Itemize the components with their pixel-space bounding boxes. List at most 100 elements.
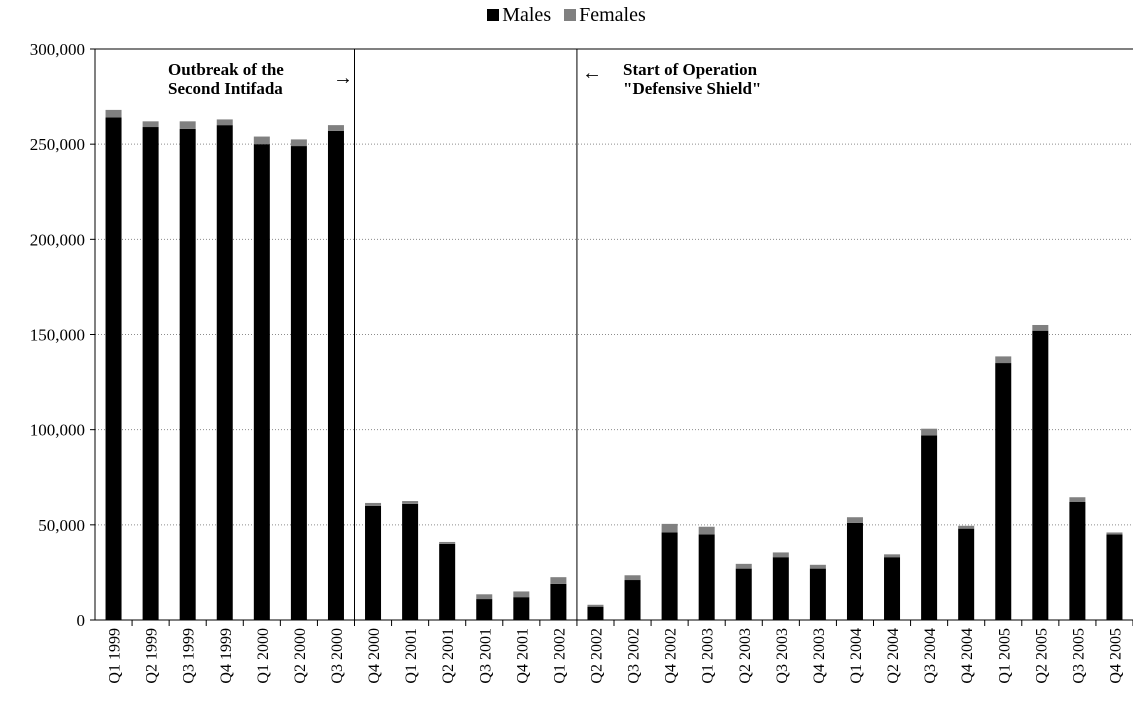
x-tick-label: Q4 2003 bbox=[811, 628, 828, 684]
bar-males bbox=[327, 130, 344, 621]
legend-item-males: Males bbox=[487, 4, 551, 27]
x-tick-label: Q1 2004 bbox=[848, 628, 865, 684]
y-tick-label: 150,000 bbox=[30, 326, 85, 345]
arrow-left-icon: ← bbox=[582, 62, 602, 84]
bar-males bbox=[698, 534, 715, 620]
y-tick-label: 0 bbox=[77, 611, 86, 630]
y-tick-label: 250,000 bbox=[30, 135, 85, 154]
arrow-right-icon: → bbox=[333, 67, 353, 89]
bar-females bbox=[513, 591, 530, 598]
bar-females bbox=[921, 428, 938, 436]
bar-females bbox=[772, 552, 789, 558]
annotation-defensive-shield: Start of Operation "Defensive Shield" bbox=[623, 60, 761, 98]
bar-females bbox=[846, 517, 863, 523]
bar-females bbox=[216, 119, 233, 126]
x-tick-label: Q4 2001 bbox=[514, 628, 531, 684]
bar-males bbox=[884, 557, 901, 620]
x-tick-label: Q2 2005 bbox=[1033, 628, 1050, 684]
bar-males bbox=[772, 557, 789, 620]
bar-males bbox=[809, 568, 826, 620]
annotation-defensive-shield-text: Start of Operation "Defensive Shield" bbox=[623, 60, 762, 98]
x-tick-label: Q1 2001 bbox=[403, 628, 420, 684]
x-tick-label: Q3 2004 bbox=[922, 628, 939, 684]
x-tick-label: Q1 2003 bbox=[700, 628, 717, 684]
x-tick-label: Q2 2002 bbox=[588, 628, 605, 684]
x-tick-label: Q3 2005 bbox=[1070, 628, 1087, 684]
legend: Males Females bbox=[0, 4, 1133, 27]
legend-item-females: Females bbox=[564, 4, 646, 27]
bar-males bbox=[365, 505, 382, 620]
bar-males bbox=[1032, 330, 1049, 620]
x-tick-label: Q1 2000 bbox=[255, 628, 272, 684]
annotation-intifada: Outbreak of the Second Intifada bbox=[168, 60, 284, 98]
bar-males bbox=[476, 599, 493, 620]
annotation-defensive-shield-arrow: ← bbox=[582, 62, 602, 84]
bar-females bbox=[253, 136, 270, 145]
x-tick-label: Q2 2000 bbox=[292, 628, 309, 684]
x-tick-label: Q2 2001 bbox=[440, 628, 457, 684]
bar-males bbox=[1106, 534, 1123, 620]
x-tick-label: Q3 1999 bbox=[181, 628, 198, 684]
bar-males bbox=[439, 543, 456, 620]
y-tick-label: 200,000 bbox=[30, 230, 85, 249]
y-tick-label: 100,000 bbox=[30, 421, 85, 440]
bar-males bbox=[253, 144, 270, 620]
bar-males bbox=[921, 435, 938, 620]
bar-males bbox=[513, 597, 530, 620]
bar-females bbox=[587, 604, 604, 607]
x-tick-label: Q1 1999 bbox=[107, 628, 124, 684]
x-tick-label: Q4 2005 bbox=[1107, 628, 1124, 684]
bar-females bbox=[105, 109, 122, 118]
bar-females bbox=[476, 594, 493, 600]
bar-males bbox=[1069, 501, 1086, 620]
bar-females bbox=[439, 541, 456, 544]
bar-females bbox=[402, 501, 419, 504]
legend-label-males: Males bbox=[502, 4, 552, 26]
x-tick-label: Q3 2001 bbox=[477, 628, 494, 684]
bar-females bbox=[1106, 532, 1123, 535]
bar-males bbox=[587, 606, 604, 620]
bar-males bbox=[402, 503, 419, 620]
bar-males bbox=[735, 568, 752, 620]
bar-females bbox=[809, 564, 826, 569]
bar-males bbox=[105, 117, 122, 621]
bar-males bbox=[995, 363, 1012, 620]
bar-females bbox=[327, 125, 344, 131]
bar-females bbox=[1069, 497, 1086, 502]
legend-label-females: Females bbox=[579, 4, 646, 26]
annotation-intifada-text: Outbreak of the Second Intifada bbox=[168, 60, 284, 98]
x-tick-label: Q1 2002 bbox=[551, 628, 568, 684]
x-tick-label: Q1 2005 bbox=[996, 628, 1013, 684]
bar-males bbox=[179, 128, 196, 620]
annotation-intifada-arrow: → bbox=[333, 67, 353, 89]
bar-females bbox=[290, 139, 307, 147]
x-tick-label: Q4 1999 bbox=[218, 628, 235, 684]
bar-females bbox=[179, 121, 196, 129]
bar-males bbox=[661, 532, 678, 620]
bar-females bbox=[142, 121, 159, 128]
bar-males bbox=[290, 146, 307, 620]
bar-males bbox=[624, 580, 641, 620]
bar-males bbox=[142, 127, 159, 620]
y-tick-label: 300,000 bbox=[30, 40, 85, 59]
bar-males bbox=[216, 125, 233, 620]
bar-males bbox=[846, 522, 863, 620]
bar-males bbox=[550, 583, 567, 620]
x-tick-label: Q3 2003 bbox=[774, 628, 791, 684]
bar-females bbox=[884, 554, 901, 558]
bar-females bbox=[698, 526, 715, 535]
x-tick-label: Q2 1999 bbox=[144, 628, 161, 684]
bar-males bbox=[958, 528, 975, 620]
bar-females bbox=[735, 563, 752, 569]
x-tick-label: Q4 2004 bbox=[959, 628, 976, 684]
x-tick-label: Q4 2000 bbox=[366, 628, 383, 684]
legend-swatch-females bbox=[564, 9, 577, 21]
bar-females bbox=[365, 502, 382, 506]
bar-females bbox=[550, 577, 567, 584]
x-tick-label: Q2 2004 bbox=[885, 628, 902, 684]
bar-females bbox=[661, 523, 678, 533]
y-tick-label: 50,000 bbox=[38, 516, 85, 535]
legend-swatch-males bbox=[487, 9, 500, 21]
x-tick-label: Q3 2002 bbox=[626, 628, 643, 684]
